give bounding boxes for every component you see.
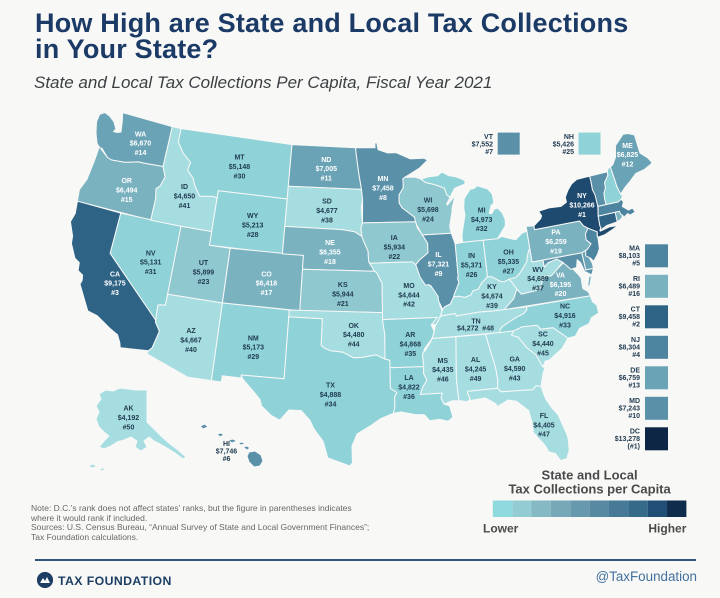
svg-text:MD$7,243#10: MD $7,243 #10 — [619, 398, 641, 420]
svg-text:HI$7,746#6: HI $7,746 #6 — [216, 441, 238, 463]
svg-text:WV$4,689#37: WV $4,689 #37 — [527, 267, 549, 293]
svg-text:MO$4,644#42: MO $4,644 #42 — [398, 283, 420, 309]
svg-text:RI$6,489#16: RI $6,489 #16 — [619, 276, 641, 298]
svg-text:CT$9,458#2: CT $9,458 #2 — [619, 307, 641, 329]
svg-text:NJ$8,304#4: NJ $8,304 #4 — [619, 337, 641, 359]
svg-text:NM$5,173#29: NM $5,173 #29 — [243, 335, 265, 361]
svg-text:MA$8,103#5: MA $8,103 #5 — [619, 246, 641, 268]
svg-text:Lower: Lower — [483, 522, 519, 536]
svg-text:NH$5,426#25: NH $5,426 #25 — [553, 134, 575, 156]
svg-text:DC$13,278(#1): DC $13,278 (#1) — [615, 429, 640, 451]
svg-text:WY$5,213#28: WY $5,213 #28 — [242, 213, 264, 239]
svg-text:VT$7,552#7: VT $7,552 #7 — [472, 134, 494, 156]
svg-text:DE$6,759#13: DE $6,759 #13 — [619, 368, 641, 390]
svg-text:WA$6,670#14: WA $6,670 #14 — [130, 131, 152, 157]
svg-text:Higher: Higher — [648, 522, 686, 536]
